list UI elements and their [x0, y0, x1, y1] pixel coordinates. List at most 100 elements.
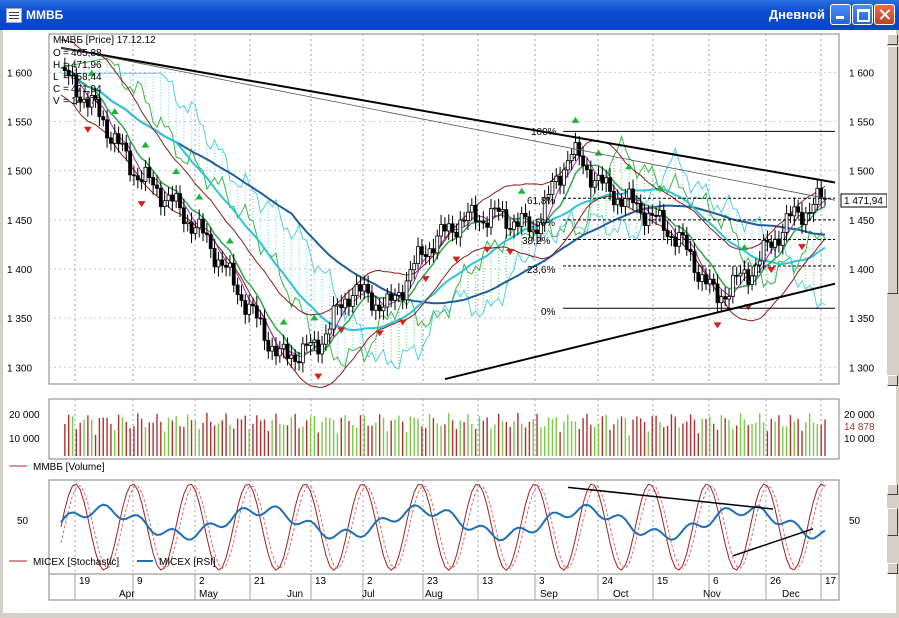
candle-body [193, 227, 198, 234]
scroll-down-button[interactable] [887, 375, 898, 386]
osc-ytick-left: 50 [17, 516, 29, 527]
last-price-label: 1 471,94 [844, 196, 883, 207]
candle-body [216, 259, 221, 268]
down-fractal-arrow [83, 126, 92, 133]
candle-body [492, 207, 497, 210]
fib-label-100: 100% [531, 127, 557, 138]
candle-body [807, 212, 812, 214]
price-ytick-right: 1 600 [849, 68, 874, 79]
legend-key-low: L [53, 72, 59, 83]
maximize-button[interactable] [852, 4, 873, 25]
down-fractal-arrow [506, 248, 515, 255]
candle-body [224, 264, 228, 268]
candle-body [489, 208, 493, 228]
candle-body [112, 133, 117, 144]
x-day-label: 13 [315, 576, 327, 587]
candle-body [228, 262, 232, 268]
candle-body [120, 142, 125, 145]
candle-body [300, 343, 305, 364]
down-fractal-arrow [797, 244, 806, 251]
chart-area[interactable]: 1 600 1 600 1 550 1 550 1 500 1 500 1 450 1 450… [3, 30, 898, 613]
candle-body [704, 274, 708, 285]
up-fractal-arrow [110, 108, 119, 115]
candle-body [454, 231, 459, 238]
candle-body [742, 269, 747, 274]
scroll-thumb[interactable] [887, 46, 898, 294]
candle-body [765, 239, 770, 243]
candle-body [512, 221, 516, 230]
legend-eq: = [63, 60, 69, 71]
candle-body [800, 211, 804, 225]
candle-body [381, 306, 386, 312]
volume-ytick-right-20000: 20 000 [844, 410, 875, 421]
chart-canvas[interactable]: 1 600 1 600 1 550 1 550 1 500 1 500 1 450 1 450… [3, 30, 896, 613]
legend-value-open: 465,88 [71, 48, 102, 59]
candle-body [608, 177, 612, 192]
x-day-label: 2 [367, 576, 373, 587]
candle-body [496, 207, 501, 212]
title-bar[interactable]: ММВБ Дневной [0, 0, 899, 30]
minimize-button[interactable] [830, 4, 851, 25]
candle-body [535, 229, 539, 234]
x-axis-frame [48, 573, 840, 601]
candle-body [515, 221, 520, 227]
fibonacci-levels [563, 130, 835, 309]
candle-body [627, 188, 632, 199]
cloud-edge-a [60, 57, 826, 368]
oscillator-lines [60, 483, 826, 571]
scroll-up-button[interactable] [887, 34, 898, 45]
support-trend-line [444, 282, 836, 381]
candle-body [715, 283, 720, 304]
candle-body [343, 298, 348, 309]
up-fractal-arrow [571, 116, 580, 123]
close-button[interactable] [874, 4, 895, 25]
candle-body [654, 214, 658, 217]
candle-body [427, 248, 432, 257]
candle-body [70, 74, 75, 77]
candle-body [289, 354, 294, 359]
candle-body [151, 177, 156, 186]
timeframe-label: Дневной [768, 7, 825, 22]
candle-body [761, 239, 766, 262]
candle-body [719, 296, 724, 304]
candle-body [316, 339, 321, 355]
price-ytick-left: 1 450 [7, 216, 32, 227]
candle-body [243, 300, 248, 315]
candle-body [554, 175, 559, 182]
candle-body [443, 224, 447, 232]
legend-eq: = [63, 84, 69, 95]
candle-body [147, 166, 152, 178]
candle-body [423, 254, 428, 257]
candle-body [235, 284, 240, 296]
price-ytick-left: 1 300 [7, 363, 32, 374]
candle-body [281, 343, 286, 350]
candle-body [523, 213, 528, 218]
candle-body [74, 74, 79, 98]
oscillator-scrollbar[interactable] [887, 484, 898, 574]
candle-body [562, 169, 566, 186]
candle-body [619, 198, 624, 207]
price-scrollbar[interactable] [887, 34, 898, 386]
candle-body [178, 193, 182, 209]
candle-body [769, 241, 774, 248]
chart-window-icon[interactable] [6, 8, 22, 23]
x-axis: 19 9 2 21 13 2 23 13 3 24 15 6 26 17 Apr May Jun Jul Aug Se… [48, 573, 840, 601]
candle-body [623, 198, 628, 207]
scroll-up-button[interactable] [887, 484, 898, 495]
candle-body [439, 224, 443, 237]
candle-body [181, 207, 186, 225]
candle-body [320, 343, 324, 355]
y-axis-ticks: 1 600 1 600 1 550 1 550 1 500 1 500 1 450 1 450… [7, 68, 874, 374]
candle-body [527, 216, 532, 233]
candle-body [204, 232, 209, 235]
candle-body [358, 284, 363, 292]
candle-body [631, 188, 635, 204]
scroll-down-button[interactable] [887, 563, 898, 574]
candle-body [450, 223, 455, 233]
candle-body [569, 154, 574, 162]
x-month-label: Jul [362, 589, 375, 600]
candle-body [700, 274, 705, 282]
scroll-thumb[interactable] [887, 508, 898, 536]
volume-ytick-left-20000: 20 000 [9, 410, 40, 421]
candle-body [82, 99, 86, 103]
